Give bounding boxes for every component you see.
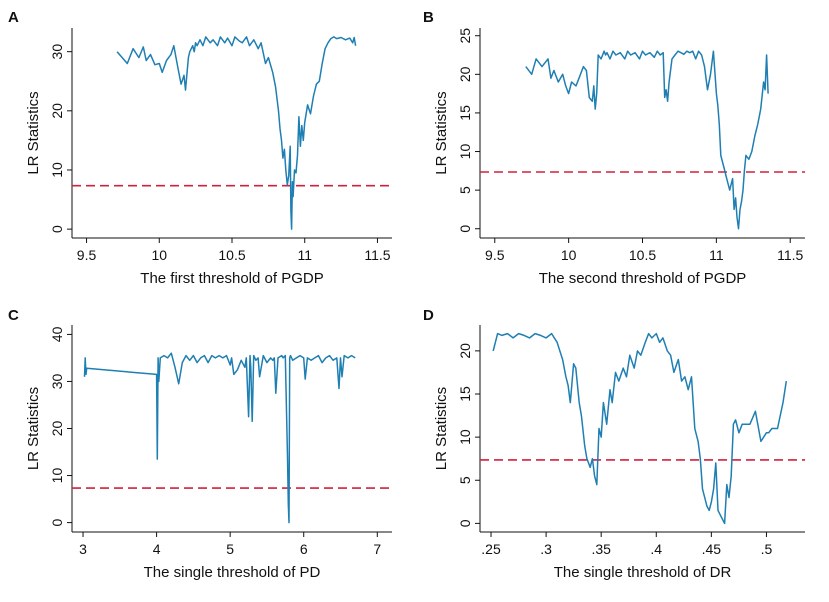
panel-a-letter: A <box>8 9 19 26</box>
panel-b-lr-series-line <box>525 50 769 230</box>
panel-b-y-tick-label: 15 <box>457 105 473 121</box>
panel-d: D .25 .3 .35 .4 .45 .5 0 5 10 15 20 The single thres… <box>423 307 805 581</box>
panel-d-y-tick-label: 15 <box>457 386 473 402</box>
panel-c-lr-series-line <box>83 352 356 524</box>
panel-a-y-tick-label: 10 <box>49 162 65 178</box>
panel-c-x-axis-title: The single threshold of PD <box>144 564 321 581</box>
panel-d-x-tick-label: .5 <box>761 541 773 557</box>
panel-a-x-axis-title: The first threshold of PGDP <box>140 270 323 287</box>
panel-c: C 3 4 5 6 7 0 10 20 30 40 The single threshold of P… <box>8 307 392 581</box>
panel-b: B 9.5 10 10.5 11 11.5 0 5 10 15 20 25 The second thr… <box>423 9 805 287</box>
panel-d-y-tick-label: 20 <box>457 343 473 359</box>
panel-a-x-tick-label: 10.5 <box>218 247 245 263</box>
panel-a-lr-series-line <box>116 36 357 230</box>
panel-c-x-tick-label: 4 <box>153 541 161 557</box>
panel-b-y-tick-label: 20 <box>457 66 473 82</box>
panel-a-x-tick-label: 11.5 <box>364 247 390 263</box>
panel-a-x-tick-label: 10 <box>151 247 167 263</box>
panel-c-y-tick-label: 40 <box>49 326 65 342</box>
panel-c-y-tick-label: 20 <box>49 421 65 437</box>
panel-d-letter: D <box>423 307 434 324</box>
panel-b-x-tick-label: 11.5 <box>777 247 803 263</box>
panel-c-x-tick-label: 7 <box>373 541 381 557</box>
panel-a-y-tick-label: 30 <box>49 44 65 60</box>
panel-c-y-tick-label: 0 <box>49 518 65 526</box>
panel-c-x-tick-label: 6 <box>300 541 308 557</box>
panel-c-x-tick-label: 5 <box>226 541 234 557</box>
panel-c-letter: C <box>8 307 19 324</box>
panel-c-x-tick-label: 3 <box>79 541 87 557</box>
panel-b-letter: B <box>423 9 434 26</box>
panel-c-y-tick-label: 30 <box>49 373 65 389</box>
panel-b-y-tick-label: 5 <box>457 186 473 194</box>
panel-b-y-tick-label: 25 <box>457 28 473 44</box>
panel-d-x-axis-title: The single threshold of DR <box>554 564 732 581</box>
panel-d-x-tick-label: .35 <box>591 541 611 557</box>
panel-b-x-tick-label: 11 <box>709 247 724 263</box>
panel-d-lr-series-line <box>492 332 788 525</box>
panel-c-y-tick-label: 10 <box>49 468 65 484</box>
panel-b-x-tick-label: 10.5 <box>629 247 656 263</box>
panel-b-x-tick-label: 10 <box>561 247 577 263</box>
panel-a: A 9.5 10 10.5 11 11.5 0 10 20 30 The first thresho… <box>8 9 392 287</box>
panel-b-y-tick-label: 10 <box>457 144 473 160</box>
panel-d-y-tick-label: 0 <box>457 519 473 527</box>
panel-a-y-tick-label: 20 <box>49 103 65 119</box>
panel-c-y-axis-title: LR Statistics <box>25 387 42 470</box>
panel-a-y-tick-label: 0 <box>49 225 65 233</box>
panel-d-x-tick-label: .4 <box>650 541 662 557</box>
panel-d-y-tick-label: 5 <box>457 476 473 484</box>
panel-d-y-tick-label: 10 <box>457 429 473 445</box>
panel-b-y-tick-label: 0 <box>457 225 473 233</box>
panel-b-x-axis-title: The second threshold of PGDP <box>539 270 747 287</box>
panel-a-y-axis-title: LR Statistics <box>25 91 42 174</box>
panel-d-x-tick-label: .45 <box>702 541 722 557</box>
panel-a-x-tick-label: 11 <box>297 247 312 263</box>
panel-d-y-axis-title: LR Statistics <box>433 387 450 470</box>
panel-b-y-axis-title: LR Statistics <box>433 91 450 174</box>
panel-b-x-tick-label: 9.5 <box>485 247 505 263</box>
panel-a-x-tick-label: 9.5 <box>77 247 97 263</box>
panel-d-x-tick-label: .3 <box>540 541 552 557</box>
panel-d-x-tick-label: .25 <box>481 541 501 557</box>
